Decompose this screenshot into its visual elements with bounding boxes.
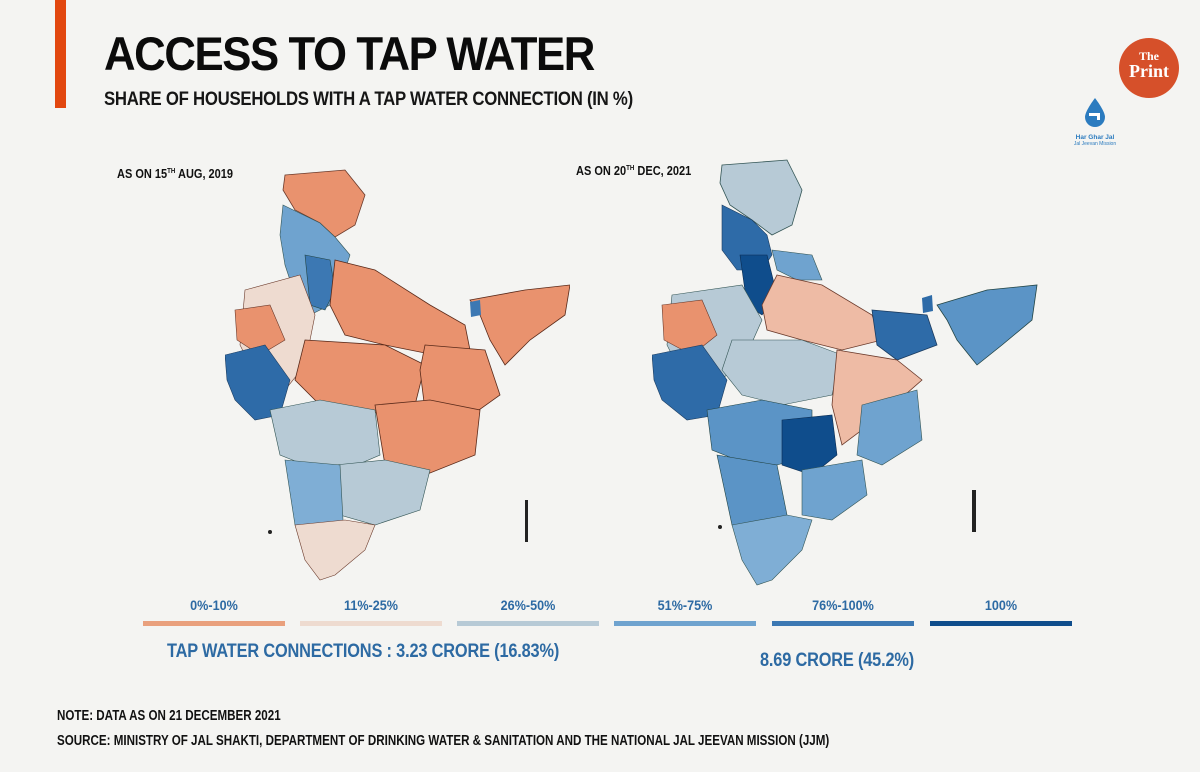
legend-swatch	[930, 621, 1072, 626]
andaman-islands-2021	[972, 490, 976, 532]
summary-2019: TAP WATER CONNECTIONS : 3.23 CRORE (16.8…	[167, 641, 560, 662]
legend-label: 11%-25%	[344, 597, 398, 613]
legend-label: 100%	[984, 597, 1018, 613]
region-south	[731, 514, 813, 586]
region-northeast	[936, 284, 1038, 366]
region-up	[761, 274, 883, 351]
region-gujarat	[652, 344, 728, 421]
region-up	[329, 259, 471, 356]
logo-line-1: The	[1138, 49, 1159, 63]
jal-jeevan-mission-logo: Har Ghar Jal Jal Jeevan Mission	[1063, 97, 1127, 147]
map-2019-date: AS ON 15TH AUG, 2019	[117, 167, 234, 181]
legend-item-11-25: 11%-25%	[300, 597, 442, 626]
mission-line-2: Jal Jeevan Mission	[1073, 141, 1117, 147]
accent-bar	[55, 0, 66, 108]
region-sikkim	[470, 300, 481, 317]
legend-swatch	[143, 621, 285, 626]
region-telangana-ap	[334, 459, 431, 526]
legend-item-100: 100%	[930, 597, 1072, 626]
lakshadweep-2019	[268, 530, 272, 534]
region-telangana	[781, 414, 838, 476]
region-sikkim	[922, 295, 933, 313]
legend-item-76-100: 76%-100%	[772, 597, 914, 626]
region-mp	[721, 339, 843, 406]
footer-source: SOURCE: MINISTRY OF JAL SHAKTI, DEPARTME…	[57, 733, 830, 749]
region-ap	[801, 459, 868, 521]
legend-swatch	[772, 621, 914, 626]
region-northeast	[469, 284, 570, 366]
region-maharashtra	[269, 399, 381, 471]
region-jk	[719, 159, 803, 236]
legend-swatch	[457, 621, 599, 626]
theprint-logo: The Print	[1119, 38, 1179, 98]
legend-item-26-50: 26%-50%	[457, 597, 599, 626]
region-odisha	[856, 389, 923, 466]
india-map-2021	[652, 159, 1038, 586]
legend-label: 0%-10%	[190, 597, 238, 613]
footer-note: NOTE: DATA AS ON 21 DECEMBER 2021	[57, 708, 281, 724]
legend-label: 51%-75%	[657, 597, 713, 613]
legend-label: 76%-100%	[812, 597, 874, 613]
region-rajasthan-west	[661, 299, 718, 356]
andaman-islands-2019	[525, 500, 528, 542]
region-uttarakhand	[771, 249, 823, 281]
legend-swatch	[614, 621, 756, 626]
region-haryana	[304, 254, 336, 311]
legend-label: 26%-50%	[500, 597, 556, 613]
map-2021-date: AS ON 20TH DEC, 2021	[576, 164, 692, 178]
page-subtitle: SHARE OF HOUSEHOLDS WITH A TAP WATER CON…	[104, 88, 633, 110]
legend-item-51-75: 51%-75%	[614, 597, 756, 626]
region-bihar	[871, 309, 938, 361]
region-gujarat	[225, 344, 291, 421]
region-rajasthan-west	[234, 304, 286, 356]
legend-item-0-10: 0%-10%	[143, 597, 285, 626]
summary-2021: 8.69 CRORE (45.2%)	[760, 650, 915, 671]
lakshadweep-2021	[718, 525, 722, 529]
mission-line-1: Har Ghar Jal	[1075, 134, 1115, 141]
page-title: ACCESS TO TAP WATER	[104, 27, 595, 80]
logo-line-2: Print	[1129, 61, 1169, 81]
legend-swatch	[300, 621, 442, 626]
water-drop-tap-icon	[1085, 98, 1105, 127]
india-map-2019	[225, 169, 570, 581]
region-south	[294, 519, 376, 581]
